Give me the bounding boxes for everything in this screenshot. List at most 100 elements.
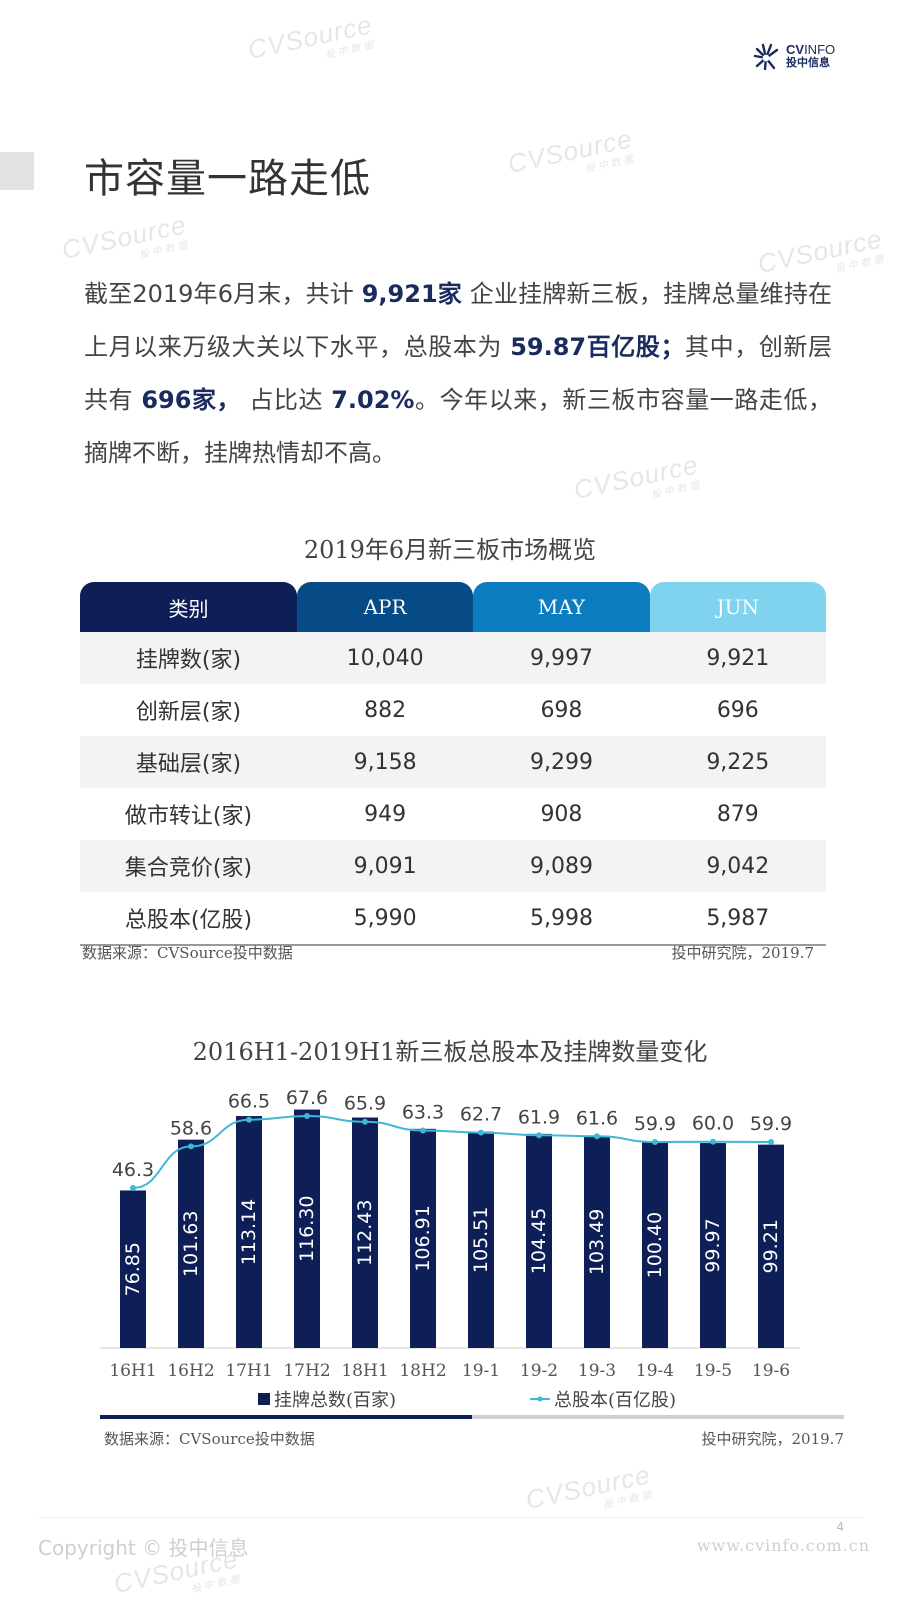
bar-value-label: 100.40 [644,1212,666,1278]
intro-text: 企业挂牌新三板，挂牌总量维持在上月以来万级大关以下水平，总股本为 [84,280,832,361]
intro-paragraph: 截至2019年6月末，共计 9,921家 企业挂牌新三板，挂牌总量维持在上月以来… [84,268,832,480]
cell-value: 9,158 [296,736,474,788]
legend-label-shares: 总股本(百亿股) [554,1390,677,1411]
cell-value: 5,990 [296,892,474,946]
copyright: Copyright © 投中信息 [38,1536,249,1560]
bar-value-label: 99.21 [760,1219,782,1273]
bar-18H2 [410,1128,436,1348]
bar-value-label: 105.51 [470,1207,492,1273]
shares-point [652,1139,658,1146]
progress-fill [100,1415,472,1419]
header-apr: APR [296,582,474,632]
line-value-label: 46.3 [112,1159,154,1181]
shares-point [536,1132,542,1139]
x-tick-label: 19-1 [462,1361,500,1380]
table-header-row: 类别 APR MAY JUN [80,582,826,632]
chart-title: 2016H1-2019H1新三板总股本及挂牌数量变化 [192,1038,708,1066]
bar-17H2 [294,1109,320,1348]
footer-divider [38,1517,864,1518]
shares-point [304,1113,310,1119]
line-value-label: 63.3 [402,1102,444,1124]
market-overview-table: 类别 APR MAY JUN 挂牌数(家) 10,040 9,997 9,921… [80,582,826,946]
shares-point [478,1129,484,1136]
x-tick-label: 19-6 [752,1361,790,1380]
x-tick-label: 19-4 [636,1361,674,1380]
intro-text: 占比达 [241,386,332,414]
shares-point [710,1138,716,1145]
cell-value: 698 [540,697,583,723]
cell-value: 5,998 [473,892,650,946]
shares-point [362,1118,368,1125]
shares-point [246,1116,252,1123]
table-credit: 投中研究院，2019.7 [671,944,815,962]
x-tick-label: 18H2 [399,1361,446,1380]
bar-value-label: 104.45 [528,1208,550,1274]
table-source: 数据来源：CVSource投中数据 [82,944,293,962]
bar-16H1 [120,1190,146,1348]
intro-text: 截至2019年6月末，共计 [84,280,362,308]
bar-18H1 [352,1117,378,1348]
intro-text: 。今年以来，新三板市容量一路走低，摘牌不断，挂牌热情却不高。 [84,386,833,467]
bar-value-label: 101.63 [180,1211,202,1277]
cell-value: 9,042 [649,840,826,892]
header-jun: JUN [649,582,826,632]
bar-value-label: 106.91 [412,1205,434,1271]
page-number: 4 [836,1520,844,1534]
line-value-label: 58.6 [170,1117,212,1139]
x-tick-label: 17H1 [225,1361,272,1380]
x-tick-label: 19-5 [694,1361,732,1380]
x-tick-label: 16H1 [109,1361,156,1380]
logo-name-bold: CV [786,42,805,57]
shares-point [130,1185,136,1191]
line-value-label: 66.5 [228,1091,270,1113]
x-tick-label: 16H2 [167,1361,214,1380]
table-row: 做市转让(家) 949 908 879 [80,788,826,840]
cvinfo-logo: CVINFO 投中信息 [752,42,835,70]
shares-point [188,1143,194,1150]
chart-credit: 投中研究院，2019.7 [701,1430,845,1448]
bar-value-label: 112.43 [354,1200,376,1266]
bar-19-5 [700,1143,726,1348]
row-label: 集合竞价(家) [80,840,297,892]
bar-19-2 [526,1133,552,1348]
cell-value: 10,040 [296,632,474,684]
watermark: CVSource 投中数据 [245,9,378,65]
cell-value: 9,921 [649,632,826,684]
cell-value: 908 [540,801,583,827]
table-title: 2019年6月新三板市场概览 [303,536,597,564]
table-row: 基础层(家) 9,158 9,299 9,225 [80,736,826,788]
table-row: 挂牌数(家) 10,040 9,997 9,921 [80,632,826,684]
bar-19-3 [584,1135,610,1348]
x-tick-label: 18H1 [341,1361,388,1380]
share-listing-chart: 76.85 16H1 101.63 16H2 113.14 17H1 116.30 17H2 1… [100,1087,800,1380]
legend-item-listings: 挂牌总数(百家) [258,1386,396,1412]
intro-text: 其中，创新层共有 [84,333,832,414]
bar-16H2 [178,1139,204,1348]
bar-19-4 [642,1142,668,1348]
row-label: 总股本(亿股) [80,892,297,946]
logo-name-light: INFO [804,42,836,57]
chart-source: 数据来源：CVSource投中数据 [104,1430,315,1448]
line-value-label: 61.6 [576,1107,618,1129]
line-value-label: 59.9 [750,1113,792,1135]
bar-19-6 [758,1144,784,1348]
cell-value: 949 [364,801,407,827]
cvinfo-sunburst-icon [753,43,779,70]
line-value-label: 62.7 [460,1104,502,1126]
line-value-label: 60.0 [692,1113,734,1135]
x-tick-label: 17H2 [283,1361,330,1380]
row-label: 创新层(家) [135,700,242,725]
highlight-listed-count: 9,921家 [361,280,462,308]
header-may: MAY [473,582,650,632]
x-tick-label: 19-3 [578,1361,616,1380]
website-link[interactable]: www.cvinfo.com.cn [696,1536,870,1555]
bar-value-label: 103.49 [586,1209,608,1275]
legend-label-listings: 挂牌总数(百家) [274,1390,397,1411]
line-value-label: 59.9 [634,1113,676,1135]
cell-value: 5,987 [649,892,826,946]
legend-item-shares: 总股本(百亿股) [530,1386,676,1412]
highlight-innovation-count: 696家， [141,386,242,414]
cell-value: 879 [716,801,759,827]
watermark: CVSource 投中数据 [505,123,638,179]
highlight-innovation-ratio: 7.02% [331,386,415,414]
